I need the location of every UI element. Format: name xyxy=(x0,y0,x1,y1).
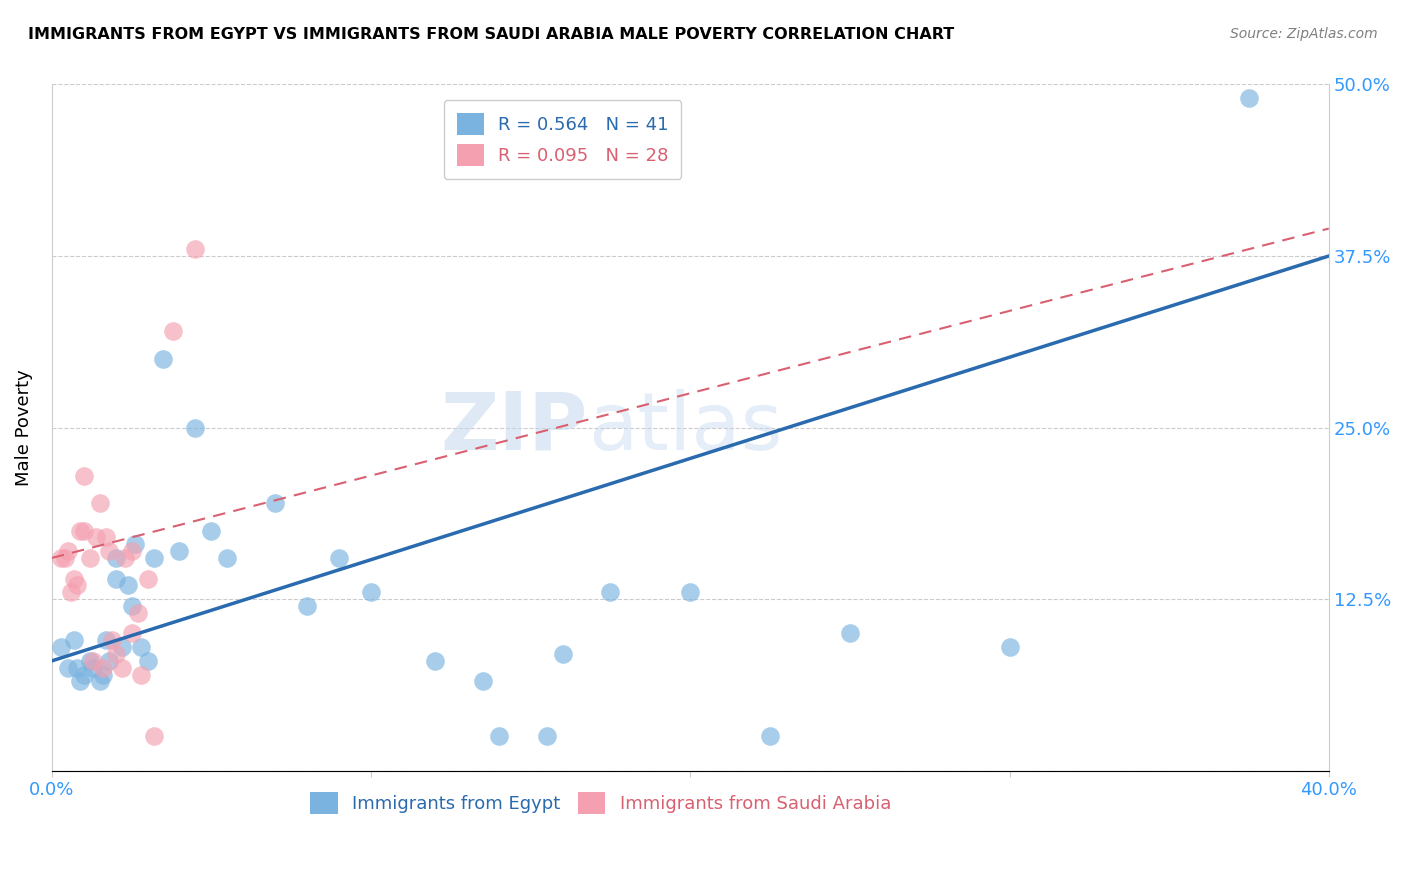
Point xyxy=(66,661,89,675)
Y-axis label: Male Poverty: Male Poverty xyxy=(15,369,32,486)
Point xyxy=(94,633,117,648)
Point xyxy=(73,667,96,681)
Point xyxy=(129,667,152,681)
Point xyxy=(136,572,159,586)
Point xyxy=(998,640,1021,655)
Point xyxy=(51,640,73,655)
Point xyxy=(91,667,114,681)
Point xyxy=(73,524,96,538)
Point xyxy=(599,585,621,599)
Point xyxy=(129,640,152,655)
Point xyxy=(82,661,104,675)
Point xyxy=(121,544,143,558)
Point xyxy=(101,633,124,648)
Point xyxy=(89,496,111,510)
Point xyxy=(328,551,350,566)
Point xyxy=(66,578,89,592)
Point xyxy=(488,730,510,744)
Point xyxy=(423,654,446,668)
Point xyxy=(63,633,86,648)
Point xyxy=(59,585,82,599)
Point xyxy=(169,544,191,558)
Point xyxy=(471,674,494,689)
Point xyxy=(79,551,101,566)
Point xyxy=(98,544,121,558)
Point xyxy=(121,626,143,640)
Text: ZIP: ZIP xyxy=(441,389,588,467)
Point xyxy=(536,730,558,744)
Point xyxy=(91,661,114,675)
Point xyxy=(104,551,127,566)
Point xyxy=(51,551,73,566)
Text: atlas: atlas xyxy=(588,389,783,467)
Point xyxy=(200,524,222,538)
Point xyxy=(104,572,127,586)
Point xyxy=(184,420,207,434)
Point xyxy=(86,530,108,544)
Point xyxy=(360,585,382,599)
Point xyxy=(121,599,143,613)
Point xyxy=(98,654,121,668)
Point xyxy=(142,551,165,566)
Point xyxy=(295,599,318,613)
Point xyxy=(136,654,159,668)
Point xyxy=(162,325,184,339)
Point xyxy=(679,585,702,599)
Point xyxy=(56,661,79,675)
Point xyxy=(152,351,174,366)
Point xyxy=(127,606,149,620)
Point xyxy=(124,537,146,551)
Point xyxy=(184,242,207,256)
Point xyxy=(69,524,91,538)
Point xyxy=(1237,91,1260,105)
Point xyxy=(111,661,134,675)
Point xyxy=(79,654,101,668)
Point xyxy=(89,674,111,689)
Point xyxy=(73,468,96,483)
Legend: Immigrants from Egypt, Immigrants from Saudi Arabia: Immigrants from Egypt, Immigrants from S… xyxy=(301,783,900,823)
Point xyxy=(117,578,139,592)
Point xyxy=(217,551,239,566)
Point xyxy=(264,496,287,510)
Point xyxy=(53,551,76,566)
Point xyxy=(94,530,117,544)
Point xyxy=(114,551,136,566)
Point xyxy=(104,647,127,661)
Point xyxy=(82,654,104,668)
Point xyxy=(142,730,165,744)
Point xyxy=(759,730,782,744)
Point xyxy=(69,674,91,689)
Point xyxy=(63,572,86,586)
Text: IMMIGRANTS FROM EGYPT VS IMMIGRANTS FROM SAUDI ARABIA MALE POVERTY CORRELATION C: IMMIGRANTS FROM EGYPT VS IMMIGRANTS FROM… xyxy=(28,27,955,42)
Point xyxy=(551,647,574,661)
Point xyxy=(111,640,134,655)
Point xyxy=(838,626,860,640)
Point xyxy=(56,544,79,558)
Text: Source: ZipAtlas.com: Source: ZipAtlas.com xyxy=(1230,27,1378,41)
